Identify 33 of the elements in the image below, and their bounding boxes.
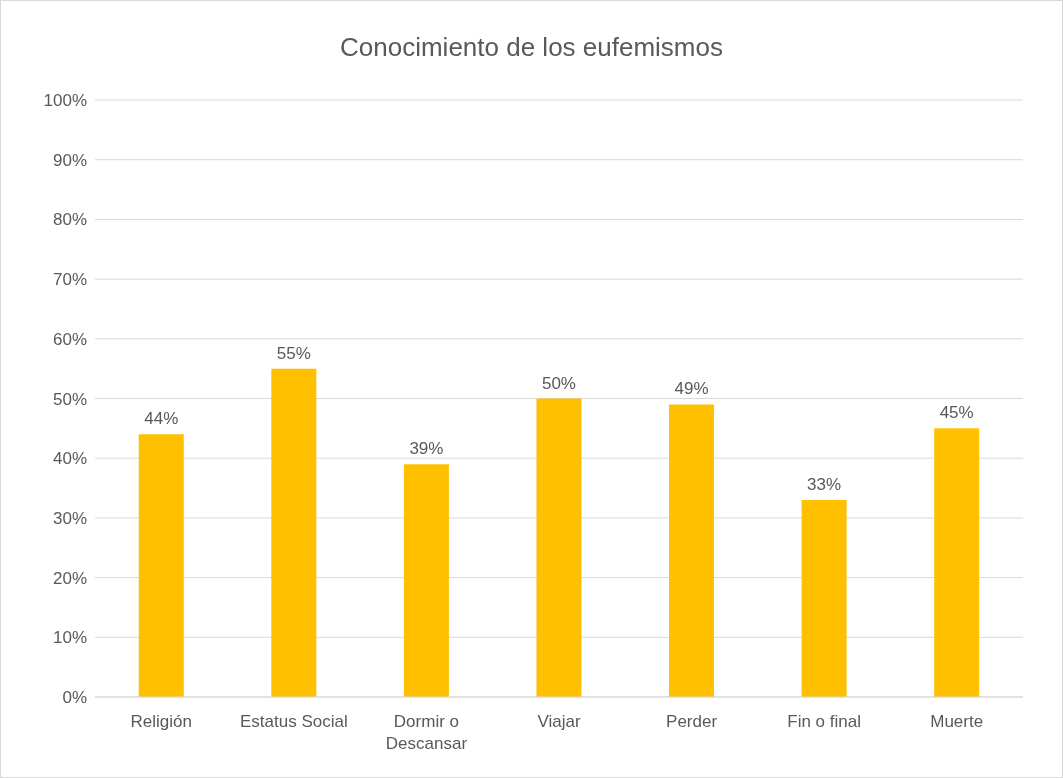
data-label: 50% (541, 373, 576, 393)
bar (271, 368, 317, 697)
y-tick-label: 70% (52, 270, 87, 290)
y-tick-label: 20% (52, 568, 87, 588)
data-label: 45% (939, 403, 974, 423)
bar (138, 434, 184, 697)
bar (669, 404, 715, 697)
data-label: 33% (807, 474, 842, 494)
x-tick-label: Perder (666, 712, 718, 731)
x-tick-label: Religión (130, 712, 192, 731)
y-tick-label: 10% (52, 628, 87, 648)
y-tick-label: 80% (52, 210, 87, 230)
x-tick-label: Fin o final (787, 712, 861, 731)
y-tick-label: 0% (62, 688, 87, 708)
chart-title: Conocimiento de los eufemismos (339, 32, 724, 63)
y-tick-label: 40% (52, 449, 87, 469)
y-tick-label: 60% (52, 329, 87, 349)
y-tick-label: 90% (52, 150, 87, 170)
data-label: 49% (674, 379, 709, 399)
x-tick-label: Dormir o Descansar (385, 712, 468, 753)
x-tick-label: Viajar (537, 712, 581, 731)
x-tick-label: Muerte (930, 712, 984, 731)
y-tick-label: 30% (52, 508, 87, 528)
bar (801, 499, 847, 697)
y-tick-label: 100% (43, 91, 87, 111)
data-label: 39% (409, 439, 444, 459)
y-tick-label: 50% (52, 389, 87, 409)
x-tick-label: Estatus Social (239, 712, 348, 731)
data-label: 55% (276, 343, 311, 363)
bar (934, 428, 980, 697)
bar (403, 464, 449, 697)
data-label: 44% (144, 409, 179, 429)
bar (536, 398, 582, 697)
